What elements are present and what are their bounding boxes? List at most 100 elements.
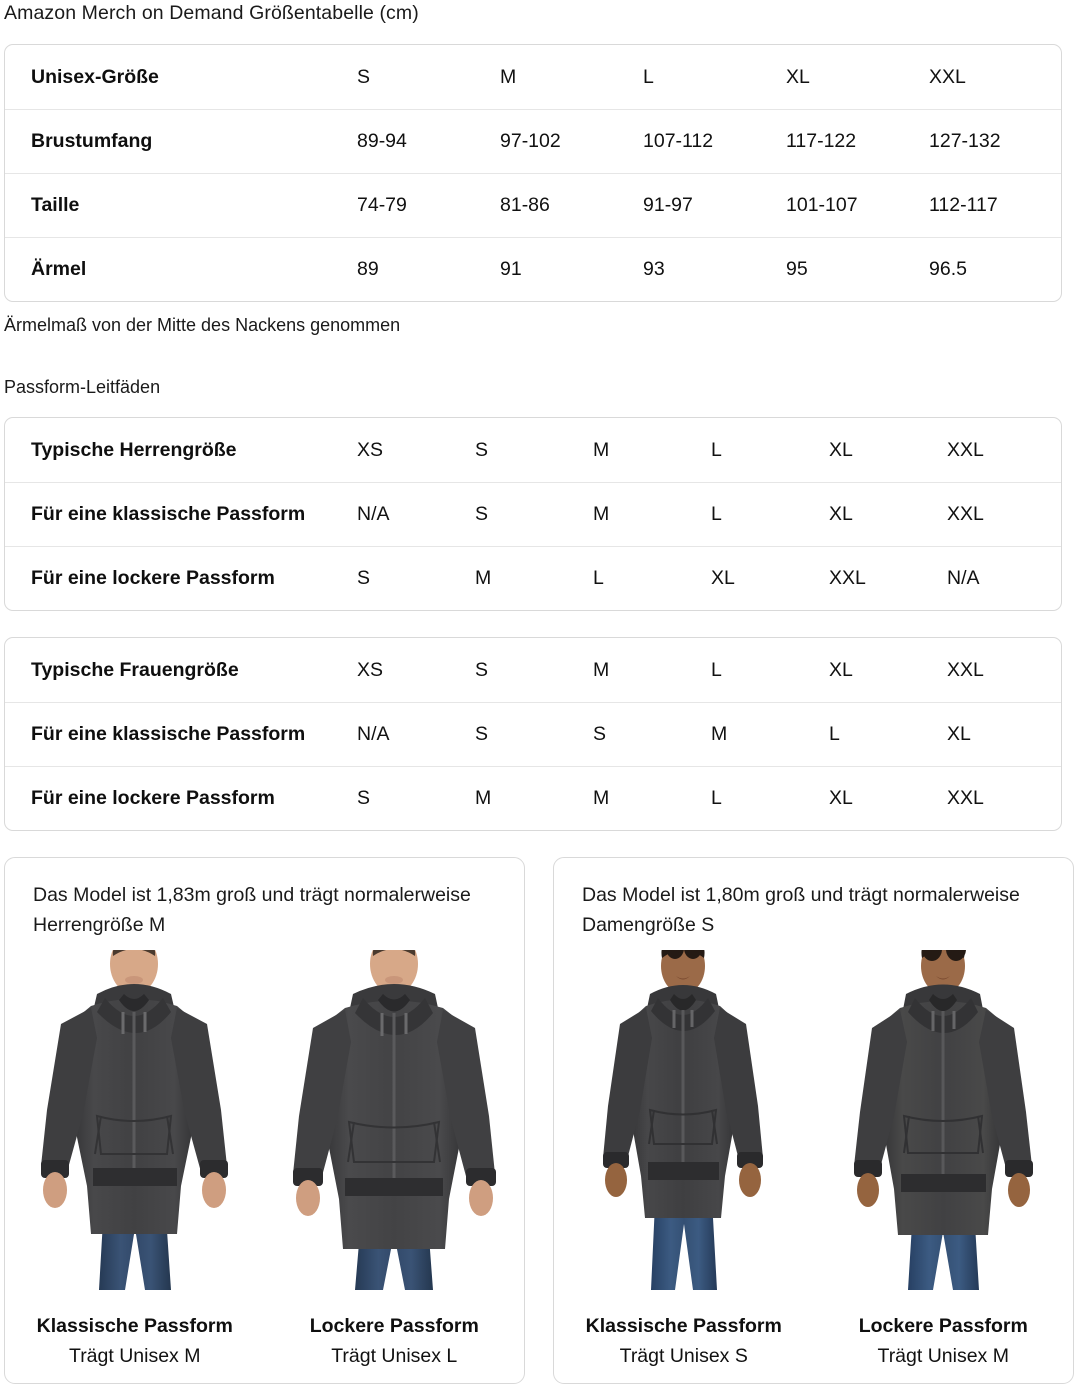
cell-women-relaxed-3: M (593, 787, 610, 809)
cell-men-typical-3: M (593, 438, 610, 461)
cell-chest-xl: 117-122 (786, 130, 857, 152)
cell-women-classic-5: L (829, 723, 840, 745)
mens-relaxed-caption: Lockere Passform Trägt Unisex L (265, 1311, 525, 1371)
cell-sleeve-l: 93 (643, 258, 665, 280)
table-row: Brustumfang 89-94 97-102 107-112 117-122… (5, 109, 1061, 173)
cell-women-relaxed-6: XXL (947, 787, 984, 809)
row-header: Für eine klassische Passform (31, 723, 306, 745)
womens-relaxed-caption: Lockere Passform Trägt Unisex M (814, 1311, 1074, 1371)
cell-women-typical-2: S (475, 658, 489, 681)
cell-men-classic-5: XL (829, 503, 853, 525)
table-row: Für eine klassische Passform N/A S M L X… (5, 482, 1061, 546)
cell-men-classic-6: XXL (947, 503, 984, 525)
cell-women-classic-2: S (475, 723, 489, 745)
womens-classic-fit-photo (566, 950, 801, 1290)
womens-caption-row: Klassische Passform Trägt Unisex S Locke… (554, 1311, 1073, 1371)
row-header: Brustumfang (31, 130, 153, 152)
cell-chest-l: 107-112 (643, 130, 714, 152)
cell-women-typical-5: XL (829, 658, 853, 681)
cell-women-relaxed-2: M (475, 787, 492, 809)
cell-men-relaxed-2: M (475, 567, 492, 589)
size-label: Trägt Unisex L (331, 1345, 458, 1367)
womens-fit-guide-table: Typische Frauengröße XS S M L XL XXL Für… (4, 637, 1062, 831)
cell-men-classic-4: L (711, 503, 722, 525)
cell-sleeve-xxl: 96.5 (929, 258, 967, 280)
womens-figure-row (554, 950, 1073, 1290)
cell-men-typical-2: S (475, 438, 489, 461)
cell-chest-s: 89-94 (357, 130, 407, 152)
mens-caption-row: Klassische Passform Trägt Unisex M Locke… (5, 1311, 524, 1371)
cell-men-typical-6: XXL (947, 438, 984, 461)
cell-sleeve-s: 89 (357, 258, 379, 280)
cell-women-relaxed-5: XL (829, 787, 853, 809)
size-label: Trägt Unisex M (69, 1345, 201, 1367)
cell-size-s: S (357, 65, 371, 88)
womens-model-card: Das Model ist 1,80m groß und trägt norma… (553, 857, 1074, 1384)
table-row: Für eine lockere Passform S M L XL XXL N… (5, 546, 1061, 610)
unisex-measurement-table: Unisex-Größe S M L XL XXL Brustumfang 89… (4, 44, 1062, 302)
row-header: Für eine lockere Passform (31, 787, 275, 809)
cell-women-relaxed-4: L (711, 787, 722, 809)
size-label: Trägt Unisex M (877, 1345, 1009, 1367)
table-row: Unisex-Größe S M L XL XXL (5, 45, 1061, 109)
sleeve-measurement-note: Ärmelmaß von der Mitte des Nackens genom… (4, 315, 401, 335)
table-row: Typische Herrengröße XS S M L XL XXL (5, 418, 1061, 482)
cell-size-xxl: XXL (929, 65, 966, 88)
row-header: Unisex-Größe (31, 65, 159, 88)
cell-men-typical-5: XL (829, 438, 853, 461)
cell-men-typical-1: XS (357, 438, 384, 461)
cell-waist-s: 74-79 (357, 194, 407, 216)
cell-women-typical-1: XS (357, 658, 384, 681)
row-header: Typische Herrengröße (31, 438, 237, 461)
cell-women-typical-4: L (711, 658, 722, 681)
fit-label: Lockere Passform (858, 1315, 1028, 1337)
fit-label: Klassische Passform (585, 1315, 782, 1337)
cell-men-relaxed-1: S (357, 567, 371, 589)
cell-men-typical-4: L (711, 438, 722, 461)
cell-size-m: M (500, 65, 517, 88)
cell-chest-m: 97-102 (500, 130, 561, 152)
fit-label: Klassische Passform (36, 1315, 233, 1337)
page-title: Amazon Merch on Demand Größentabelle (cm… (4, 2, 419, 24)
cell-women-classic-1: N/A (357, 723, 390, 745)
cell-men-classic-3: M (593, 503, 610, 525)
row-header: Taille (31, 194, 80, 216)
cell-women-classic-6: XL (947, 723, 971, 745)
mens-model-card: Das Model ist 1,83m groß und trägt norma… (4, 857, 525, 1384)
row-header: Typische Frauengröße (31, 658, 239, 681)
womens-relaxed-fit-photo (826, 950, 1061, 1290)
womens-model-caption: Das Model ist 1,80m groß und trägt norma… (582, 884, 1020, 936)
cell-waist-xxl: 112-117 (929, 194, 998, 216)
cell-men-relaxed-6: N/A (947, 567, 980, 589)
mens-figure-row (5, 950, 524, 1290)
cell-men-relaxed-5: XXL (829, 567, 866, 589)
cell-sleeve-m: 91 (500, 258, 522, 280)
cell-women-classic-3: S (593, 723, 607, 745)
table-row: Typische Frauengröße XS S M L XL XXL (5, 638, 1061, 702)
fit-label: Lockere Passform (309, 1315, 479, 1337)
cell-men-classic-1: N/A (357, 503, 390, 525)
mens-classic-caption: Klassische Passform Trägt Unisex M (5, 1311, 265, 1371)
cell-women-typical-6: XXL (947, 658, 984, 681)
row-header: Für eine lockere Passform (31, 567, 275, 589)
cell-waist-xl: 101-107 (786, 194, 858, 216)
table-row: Für eine klassische Passform N/A S S M L… (5, 702, 1061, 766)
table-row: Taille 74-79 81-86 91-97 101-107 112-117 (5, 173, 1061, 237)
size-label: Trägt Unisex S (619, 1345, 748, 1367)
cell-waist-l: 91-97 (643, 194, 693, 216)
row-header: Ärmel (31, 258, 87, 280)
cell-men-relaxed-4: XL (711, 567, 735, 589)
table-row: Ärmel 89 91 93 95 96.5 (5, 237, 1061, 301)
cell-size-l: L (643, 65, 654, 88)
row-header: Für eine klassische Passform (31, 503, 306, 525)
mens-fit-guide-table: Typische Herrengröße XS S M L XL XXL Für… (4, 417, 1062, 611)
cell-women-typical-3: M (593, 658, 610, 681)
mens-classic-fit-photo (17, 950, 252, 1290)
mens-model-caption: Das Model ist 1,83m groß und trägt norma… (33, 884, 471, 936)
cell-men-relaxed-3: L (593, 567, 604, 589)
cell-waist-m: 81-86 (500, 194, 550, 216)
cell-women-relaxed-1: S (357, 787, 371, 809)
table-row: Für eine lockere Passform S M M L XL XXL (5, 766, 1061, 830)
mens-relaxed-fit-photo (277, 950, 512, 1290)
cell-sleeve-xl: 95 (786, 258, 808, 280)
